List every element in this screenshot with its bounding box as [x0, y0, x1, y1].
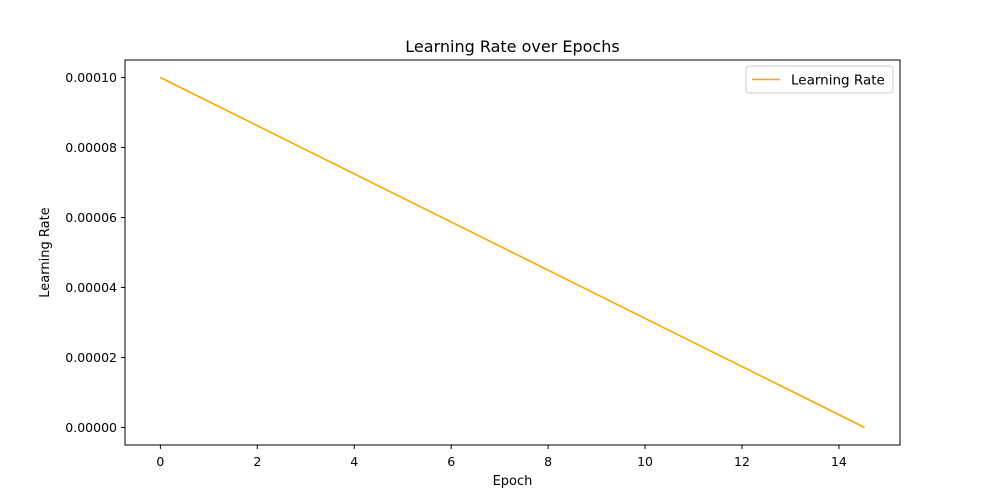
- x-tick-label: 10: [637, 454, 653, 469]
- series-line-learning-rate: [160, 76, 865, 429]
- y-tick-label: 0.00004: [65, 280, 117, 295]
- x-axis-ticks: 0 2 4 6 8 10 12 14: [156, 445, 847, 469]
- y-tick-label: 0.00002: [65, 350, 117, 365]
- x-tick-label: 12: [734, 454, 750, 469]
- legend-box: [745, 65, 894, 94]
- y-axis-ticks: 0.00000 0.00002 0.00004 0.00006 0.00008 0.000…: [65, 70, 125, 435]
- x-axis-label: Epoch: [493, 474, 533, 489]
- series-layer: [160, 76, 865, 429]
- y-axis-label: Learning Rate: [38, 207, 53, 297]
- y-tick-label: 0.00000: [65, 420, 117, 435]
- plot-area-frame: [124, 59, 901, 446]
- x-tick-label: 2: [253, 454, 261, 469]
- x-tick-label: 8: [544, 454, 552, 469]
- y-tick-label: 0.00006: [65, 210, 117, 225]
- y-tick-label: 0.00008: [65, 140, 117, 155]
- x-tick-label: 14: [831, 454, 847, 469]
- x-tick-label: 6: [447, 454, 455, 469]
- chart-title: Learning Rate over Epochs: [405, 37, 619, 56]
- x-tick-label: 4: [350, 454, 358, 469]
- legend: Learning Rate: [745, 65, 894, 94]
- y-tick-label: 0.00010: [65, 70, 117, 85]
- x-tick-label: 0: [156, 454, 164, 469]
- legend-label: Learning Rate: [791, 73, 885, 89]
